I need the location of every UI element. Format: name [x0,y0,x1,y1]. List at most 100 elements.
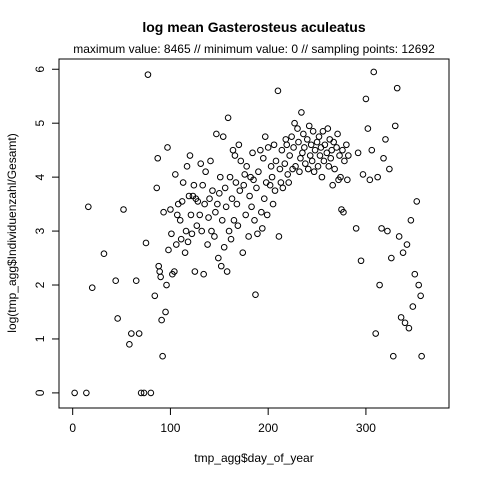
point [405,324,413,332]
point [317,144,325,151]
point [223,268,231,275]
point [362,95,370,103]
point [214,200,221,208]
point [380,154,387,162]
point [324,125,332,132]
point [303,136,311,143]
point [374,173,381,181]
point [191,268,199,275]
point [290,144,297,151]
point [281,160,289,167]
point [368,146,376,154]
point [319,127,327,135]
point [301,144,308,151]
point [278,146,286,154]
point [181,249,189,256]
point [156,268,163,275]
point [334,130,341,138]
point [225,227,233,235]
point [345,152,352,159]
point [178,198,186,205]
point [207,157,214,165]
point [184,238,192,246]
point [310,168,318,176]
point [364,125,372,132]
point [155,262,162,270]
point [174,200,182,208]
point [128,330,135,337]
y-tick-label: 3 [33,227,47,234]
point [341,157,348,165]
point [209,187,216,194]
point [204,241,211,248]
point [120,206,127,213]
point [217,262,225,270]
point [291,119,298,127]
y-tick-label: 5 [33,120,47,127]
point [254,230,261,238]
chart-title: log mean Gasterosteus aculeatus [142,19,366,35]
point [229,146,237,154]
chart-subtitle: maximum value: 8465 // minimum value: 0 … [73,42,435,56]
point [295,138,302,146]
point [401,319,409,327]
point [306,152,314,159]
point [252,291,259,299]
point [199,181,206,189]
point [321,141,329,149]
y-tick-label: 2 [33,281,47,288]
point [176,216,184,224]
point [200,270,207,278]
point [325,163,333,170]
point [186,152,194,159]
point [413,198,421,205]
point [221,184,229,192]
point [393,84,401,92]
point [267,163,275,170]
point [277,179,285,186]
point [173,211,181,219]
point [246,192,253,200]
point [302,160,309,167]
y-tick-label: 0 [33,389,47,396]
point [251,216,258,224]
x-tick-label: 0 [69,421,76,435]
point [171,268,178,275]
x-tick-label: 100 [160,421,180,435]
point [164,144,171,151]
point [188,230,196,238]
point [354,149,362,157]
point [294,125,301,132]
point [305,122,313,130]
point [158,316,165,324]
point [140,389,148,397]
point [292,163,299,170]
point [126,341,133,348]
point [372,330,379,337]
point [248,203,255,211]
point [153,184,161,192]
point [151,292,159,300]
point [83,389,90,397]
point [327,154,335,162]
point [227,235,235,243]
point [185,192,193,200]
point [142,239,150,247]
point [264,144,272,151]
point [286,152,293,159]
point [211,233,218,240]
point [183,163,191,170]
y-tick-label: 4 [33,173,47,180]
point [235,141,243,149]
point [344,176,351,184]
point [157,273,164,281]
point [300,130,307,138]
point [313,138,321,146]
point [330,138,337,146]
point [259,225,266,232]
point [389,352,397,360]
point [194,198,202,205]
point [279,184,287,192]
point [240,181,248,189]
